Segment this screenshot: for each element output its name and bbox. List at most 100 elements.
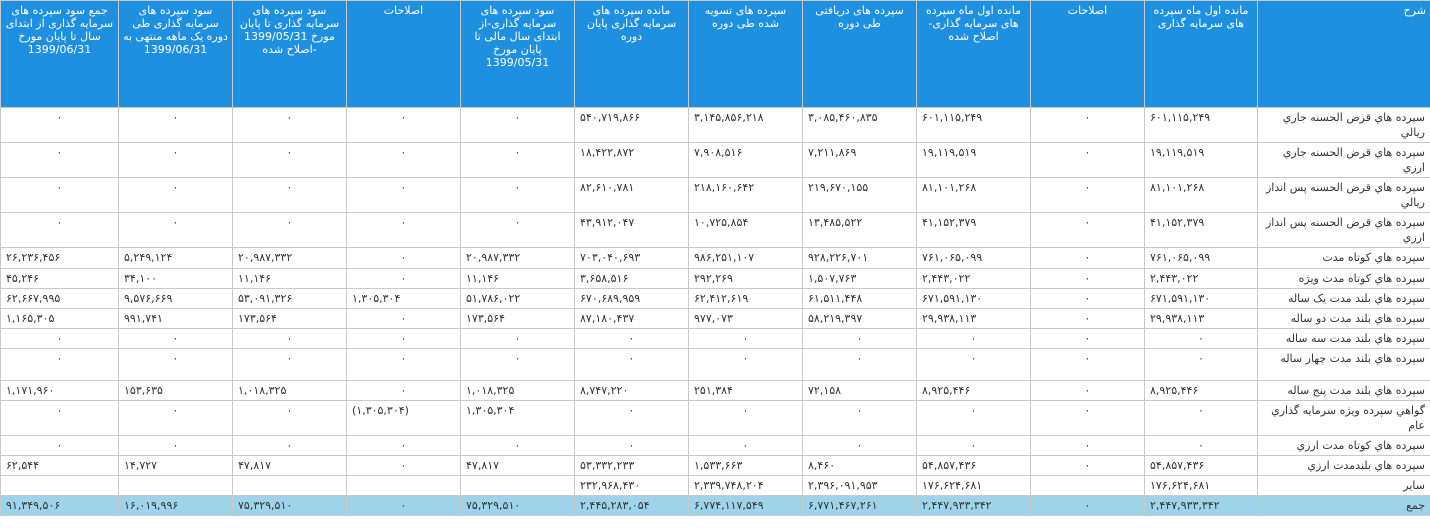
table-cell: ۷۶۱,۰۶۵,۰۹۹	[1144, 247, 1258, 269]
table-cell: ۰	[232, 212, 347, 248]
table-cell: ۰	[346, 380, 461, 401]
table-cell: ۶۲,۵۴۴	[0, 455, 119, 476]
table-cell: ۱,۵۳۳,۶۶۳	[688, 455, 803, 476]
table-cell: ۰	[916, 348, 1031, 381]
table-cell: ۱,۱۶۵,۳۰۵	[0, 308, 119, 329]
table-cell: ۳,۰۸۵,۴۶۰,۸۳۵	[802, 107, 917, 143]
table-cell: ۸,۴۶۰	[802, 455, 917, 476]
table-cell	[1030, 475, 1145, 496]
table-cell: ۰	[688, 435, 803, 456]
table-cell: ۰	[1030, 212, 1145, 248]
column-header: سپرده های تسویه شده طی دوره	[688, 0, 803, 108]
table-cell: ۵۳,۰۹۱,۳۲۶	[232, 288, 347, 309]
table-cell: (۱,۳۰۵,۳۰۴)	[346, 400, 461, 436]
table-cell: ۰	[0, 348, 119, 381]
table-cell: ۰	[460, 212, 575, 248]
table-cell: ۴۷,۸۱۷	[232, 455, 347, 476]
table-cell: ۵۴,۸۵۷,۴۳۶	[916, 455, 1031, 476]
table-cell: ۰	[460, 328, 575, 349]
table-cell: ۰	[232, 400, 347, 436]
table-cell: ۶۰۱,۱۱۵,۲۴۹	[1144, 107, 1258, 143]
table-cell: ۳,۶۵۸,۵۱۶	[574, 268, 689, 289]
table-cell: ۰	[1030, 328, 1145, 349]
table-cell: ۲,۴۴۷,۹۳۳,۳۴۲	[916, 495, 1031, 516]
table-cell: ۲۶,۲۳۶,۴۵۶	[0, 247, 119, 269]
table-cell: ۸۱,۱۰۱,۲۶۸	[1144, 177, 1258, 213]
table-cell: ۶۲,۶۶۷,۹۹۵	[0, 288, 119, 309]
column-header: سود سپرده های سرمایه گذاری تا پایان مورخ…	[232, 0, 347, 108]
table-cell: ۰	[574, 348, 689, 381]
table-row: سپرده هاي بلند مدت دو ساله ۲۹,۹۳۸,۱۱۳ ۰ ۲۹,…	[0, 308, 1430, 329]
table-cell: ۹,۵۷۶,۶۶۹	[118, 288, 233, 309]
table-header-row: شرح مانده اول ماه سپرده های سرمایه گذاری ا…	[0, 0, 1430, 108]
table-cell: ۱۷۳,۵۶۴	[460, 308, 575, 329]
table-cell: ۰	[346, 455, 461, 476]
table-cell	[0, 475, 119, 496]
table-cell: ۰	[1030, 400, 1145, 436]
table-cell: ۶۰۱,۱۱۵,۲۴۹	[916, 107, 1031, 143]
table-row: سپرده هاي قرض الحسنه پس انداز ارزي ۴۱,۱۵۲…	[0, 212, 1430, 248]
table-cell: ۰	[118, 212, 233, 248]
table-cell: ۰	[118, 142, 233, 178]
table-cell: ۰	[688, 328, 803, 349]
column-header: اصلاحات	[1030, 0, 1145, 108]
table-cell: ۰	[346, 308, 461, 329]
row-label: سپرده هاي بلند مدت پنج ساله	[1257, 380, 1430, 401]
table-cell: ۸۷,۱۸۰,۴۳۷	[574, 308, 689, 329]
table-row: سپرده هاي کوتاه مدت ارزي ۰ ۰ ۰ ۰ ۰ ۰ ۰ ۰ ۰ ۰ ۰	[0, 435, 1430, 456]
table-row: سپرده هاي قرض الحسنه پس انداز ريالي ۸۱,۱۰…	[0, 177, 1430, 213]
table-cell: ۸,۷۴۷,۲۲۰	[574, 380, 689, 401]
row-label: سپرده هاي قرض الحسنه جاري ريالي	[1257, 107, 1430, 143]
table-cell: ۱,۳۰۵,۳۰۴	[460, 400, 575, 436]
table-cell: ۰	[118, 328, 233, 349]
table-cell: ۰	[1030, 177, 1145, 213]
column-header: سود سپرده های سرمایه گذاری-از ابتدای سال…	[460, 0, 575, 108]
table-cell: ۰	[1144, 328, 1258, 349]
table-cell: ۰	[1144, 435, 1258, 456]
table-cell: ۶۷۱,۵۹۱,۱۳۰	[916, 288, 1031, 309]
table-cell: ۰	[1144, 348, 1258, 381]
table-cell: ۷,۲۱۱,۸۶۹	[802, 142, 917, 178]
table-cell: ۶۷۰,۶۸۹,۹۵۹	[574, 288, 689, 309]
table-cell: ۱۹,۱۱۹,۵۱۹	[916, 142, 1031, 178]
table-cell: ۰	[1030, 247, 1145, 269]
table-cell: ۰	[346, 247, 461, 269]
table-cell: ۰	[574, 400, 689, 436]
table-cell: ۳۴,۱۰۰	[118, 268, 233, 289]
table-cell: ۱,۵۰۷,۷۶۳	[802, 268, 917, 289]
table-cell: ۷۵,۳۲۹,۵۱۰	[232, 495, 347, 516]
table-cell: ۰	[0, 328, 119, 349]
table-cell	[232, 475, 347, 496]
table-cell: ۹۲۸,۲۲۶,۷۰۱	[802, 247, 917, 269]
table-cell: ۲۱۹,۶۷۰,۱۵۵	[802, 177, 917, 213]
table-cell: ۰	[1030, 380, 1145, 401]
table-cell: ۰	[346, 348, 461, 381]
table-cell: ۰	[688, 348, 803, 381]
table-cell	[346, 475, 461, 496]
table-row: سپرده هاي کوتاه مدت ويژه ۲,۴۴۳,۰۲۲ ۰ ۲,۴۴۳,…	[0, 268, 1430, 289]
table-cell: ۰	[802, 328, 917, 349]
table-cell: ۰	[1030, 142, 1145, 178]
table-cell: ۰	[232, 328, 347, 349]
table-cell: ۰	[346, 328, 461, 349]
table-row: سپرده هاي بلند مدت يک ساله ۶۷۱,۵۹۱,۱۳۰ ۰ ۶۷…	[0, 288, 1430, 309]
table-cell: ۱۰,۷۲۵,۸۵۴	[688, 212, 803, 248]
table-body: سپرده هاي قرض الحسنه جاري ريالي ۶۰۱,۱۱۵,۲…	[0, 107, 1430, 516]
table-cell: ۲۳۲,۹۶۸,۴۳۰	[574, 475, 689, 496]
table-cell: ۰	[1030, 495, 1145, 516]
row-label: سپرده هاي بلندمدت ارزي	[1257, 455, 1430, 476]
table-cell: ۸,۹۲۵,۴۴۶	[916, 380, 1031, 401]
table-cell: ۱,۰۱۸,۳۲۵	[460, 380, 575, 401]
row-label: سپرده هاي قرض الحسنه پس انداز ارزي	[1257, 212, 1430, 248]
row-label: سپرده هاي کوتاه مدت	[1257, 247, 1430, 269]
table-cell: ۱۱,۱۴۶	[232, 268, 347, 289]
row-label: سپرده هاي بلند مدت سه ساله	[1257, 328, 1430, 349]
table-cell: ۲۵۱,۳۸۴	[688, 380, 803, 401]
table-cell: ۴۱,۱۵۲,۳۷۹	[1144, 212, 1258, 248]
table-cell: ۰	[916, 328, 1031, 349]
table-cell: ۳,۱۴۵,۸۵۶,۲۱۸	[688, 107, 803, 143]
table-row: سپرده هاي قرض الحسنه جاري ريالي ۶۰۱,۱۱۵,۲…	[0, 107, 1430, 143]
table-cell: ۰	[688, 400, 803, 436]
table-cell: ۵۴,۸۵۷,۴۳۶	[1144, 455, 1258, 476]
